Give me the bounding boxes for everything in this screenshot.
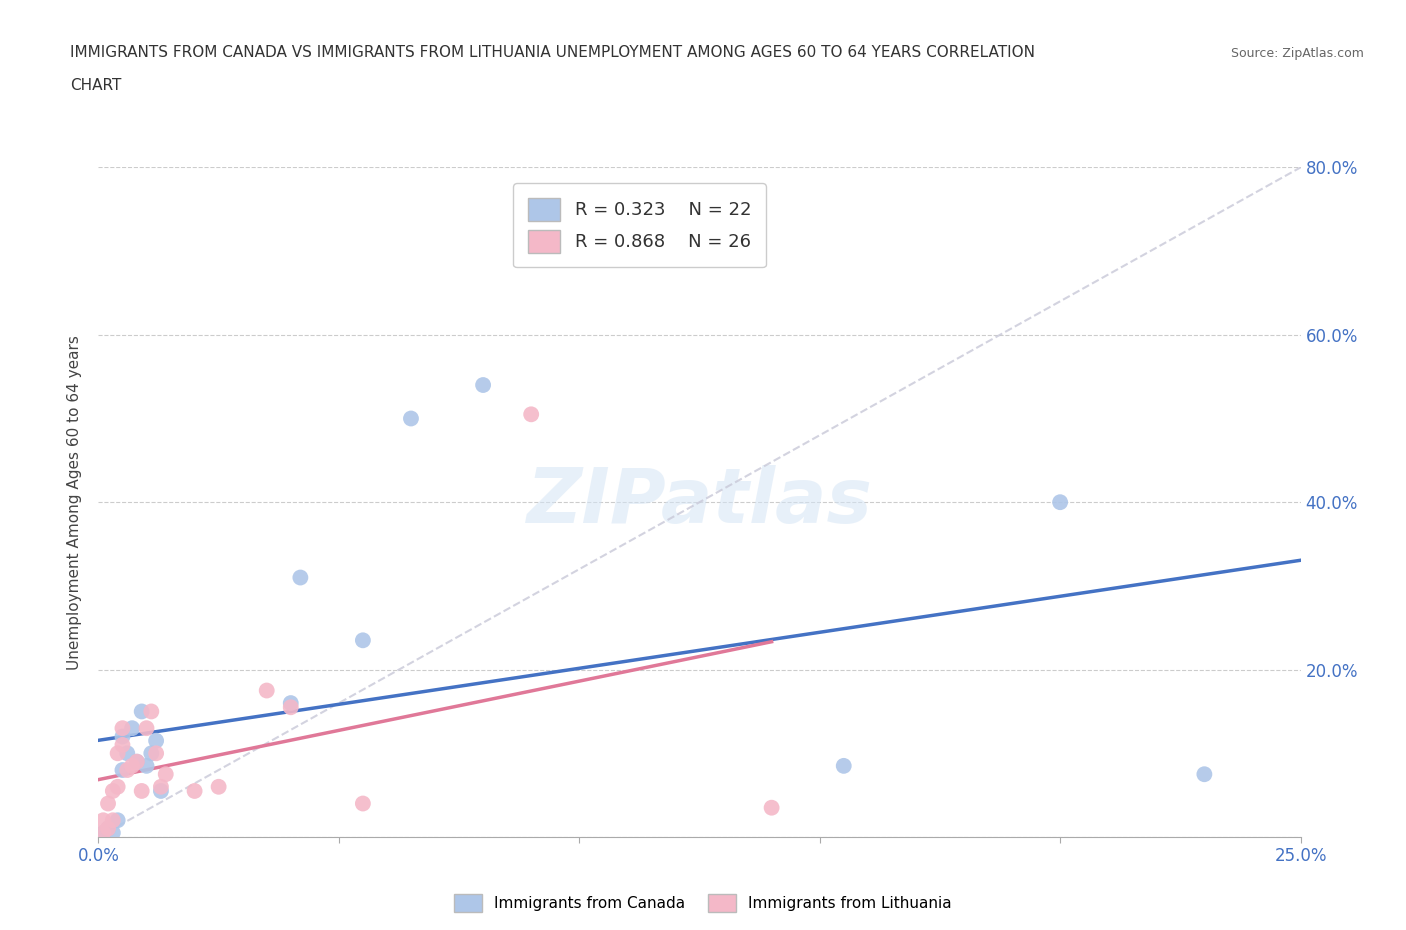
Point — [149, 779, 172, 794]
Text: ZIPatlas: ZIPatlas — [526, 465, 873, 539]
Point — [145, 733, 167, 748]
Point — [520, 407, 543, 422]
Point — [125, 754, 148, 769]
Point — [290, 570, 312, 585]
Point — [256, 684, 278, 698]
Point — [208, 779, 231, 794]
Point — [832, 759, 855, 774]
Point — [107, 746, 129, 761]
Point — [97, 821, 120, 836]
Point — [135, 721, 157, 736]
Point — [117, 763, 139, 777]
Point — [121, 759, 143, 774]
Point — [145, 746, 167, 761]
Point — [111, 763, 134, 777]
Point — [1194, 766, 1216, 781]
Point — [111, 721, 134, 736]
Point — [141, 746, 163, 761]
Point — [117, 746, 139, 761]
Point — [472, 378, 495, 392]
Point — [761, 800, 783, 815]
Point — [280, 700, 302, 715]
Point — [352, 633, 374, 648]
Y-axis label: Unemployment Among Ages 60 to 64 years: Unemployment Among Ages 60 to 64 years — [67, 335, 83, 670]
Point — [101, 783, 124, 798]
Point — [101, 826, 124, 841]
Point — [131, 783, 153, 798]
Point — [352, 796, 374, 811]
Point — [125, 754, 148, 769]
Point — [97, 821, 120, 836]
Point — [280, 696, 302, 711]
Legend: R = 0.323    N = 22, R = 0.868    N = 26: R = 0.323 N = 22, R = 0.868 N = 26 — [513, 183, 765, 268]
Point — [91, 826, 114, 841]
Legend: Immigrants from Canada, Immigrants from Lithuania: Immigrants from Canada, Immigrants from … — [449, 888, 957, 918]
Text: CHART: CHART — [70, 78, 122, 93]
Point — [131, 704, 153, 719]
Point — [141, 704, 163, 719]
Point — [121, 721, 143, 736]
Point — [91, 826, 114, 841]
Point — [1049, 495, 1071, 510]
Text: IMMIGRANTS FROM CANADA VS IMMIGRANTS FROM LITHUANIA UNEMPLOYMENT AMONG AGES 60 T: IMMIGRANTS FROM CANADA VS IMMIGRANTS FRO… — [70, 46, 1035, 60]
Point — [155, 766, 177, 781]
Point — [97, 796, 120, 811]
Point — [149, 783, 172, 798]
Point — [107, 813, 129, 828]
Text: Source: ZipAtlas.com: Source: ZipAtlas.com — [1230, 47, 1364, 60]
Point — [107, 779, 129, 794]
Point — [101, 813, 124, 828]
Point — [111, 737, 134, 752]
Point — [399, 411, 422, 426]
Point — [183, 783, 205, 798]
Point — [91, 813, 114, 828]
Point — [135, 759, 157, 774]
Point — [111, 729, 134, 744]
